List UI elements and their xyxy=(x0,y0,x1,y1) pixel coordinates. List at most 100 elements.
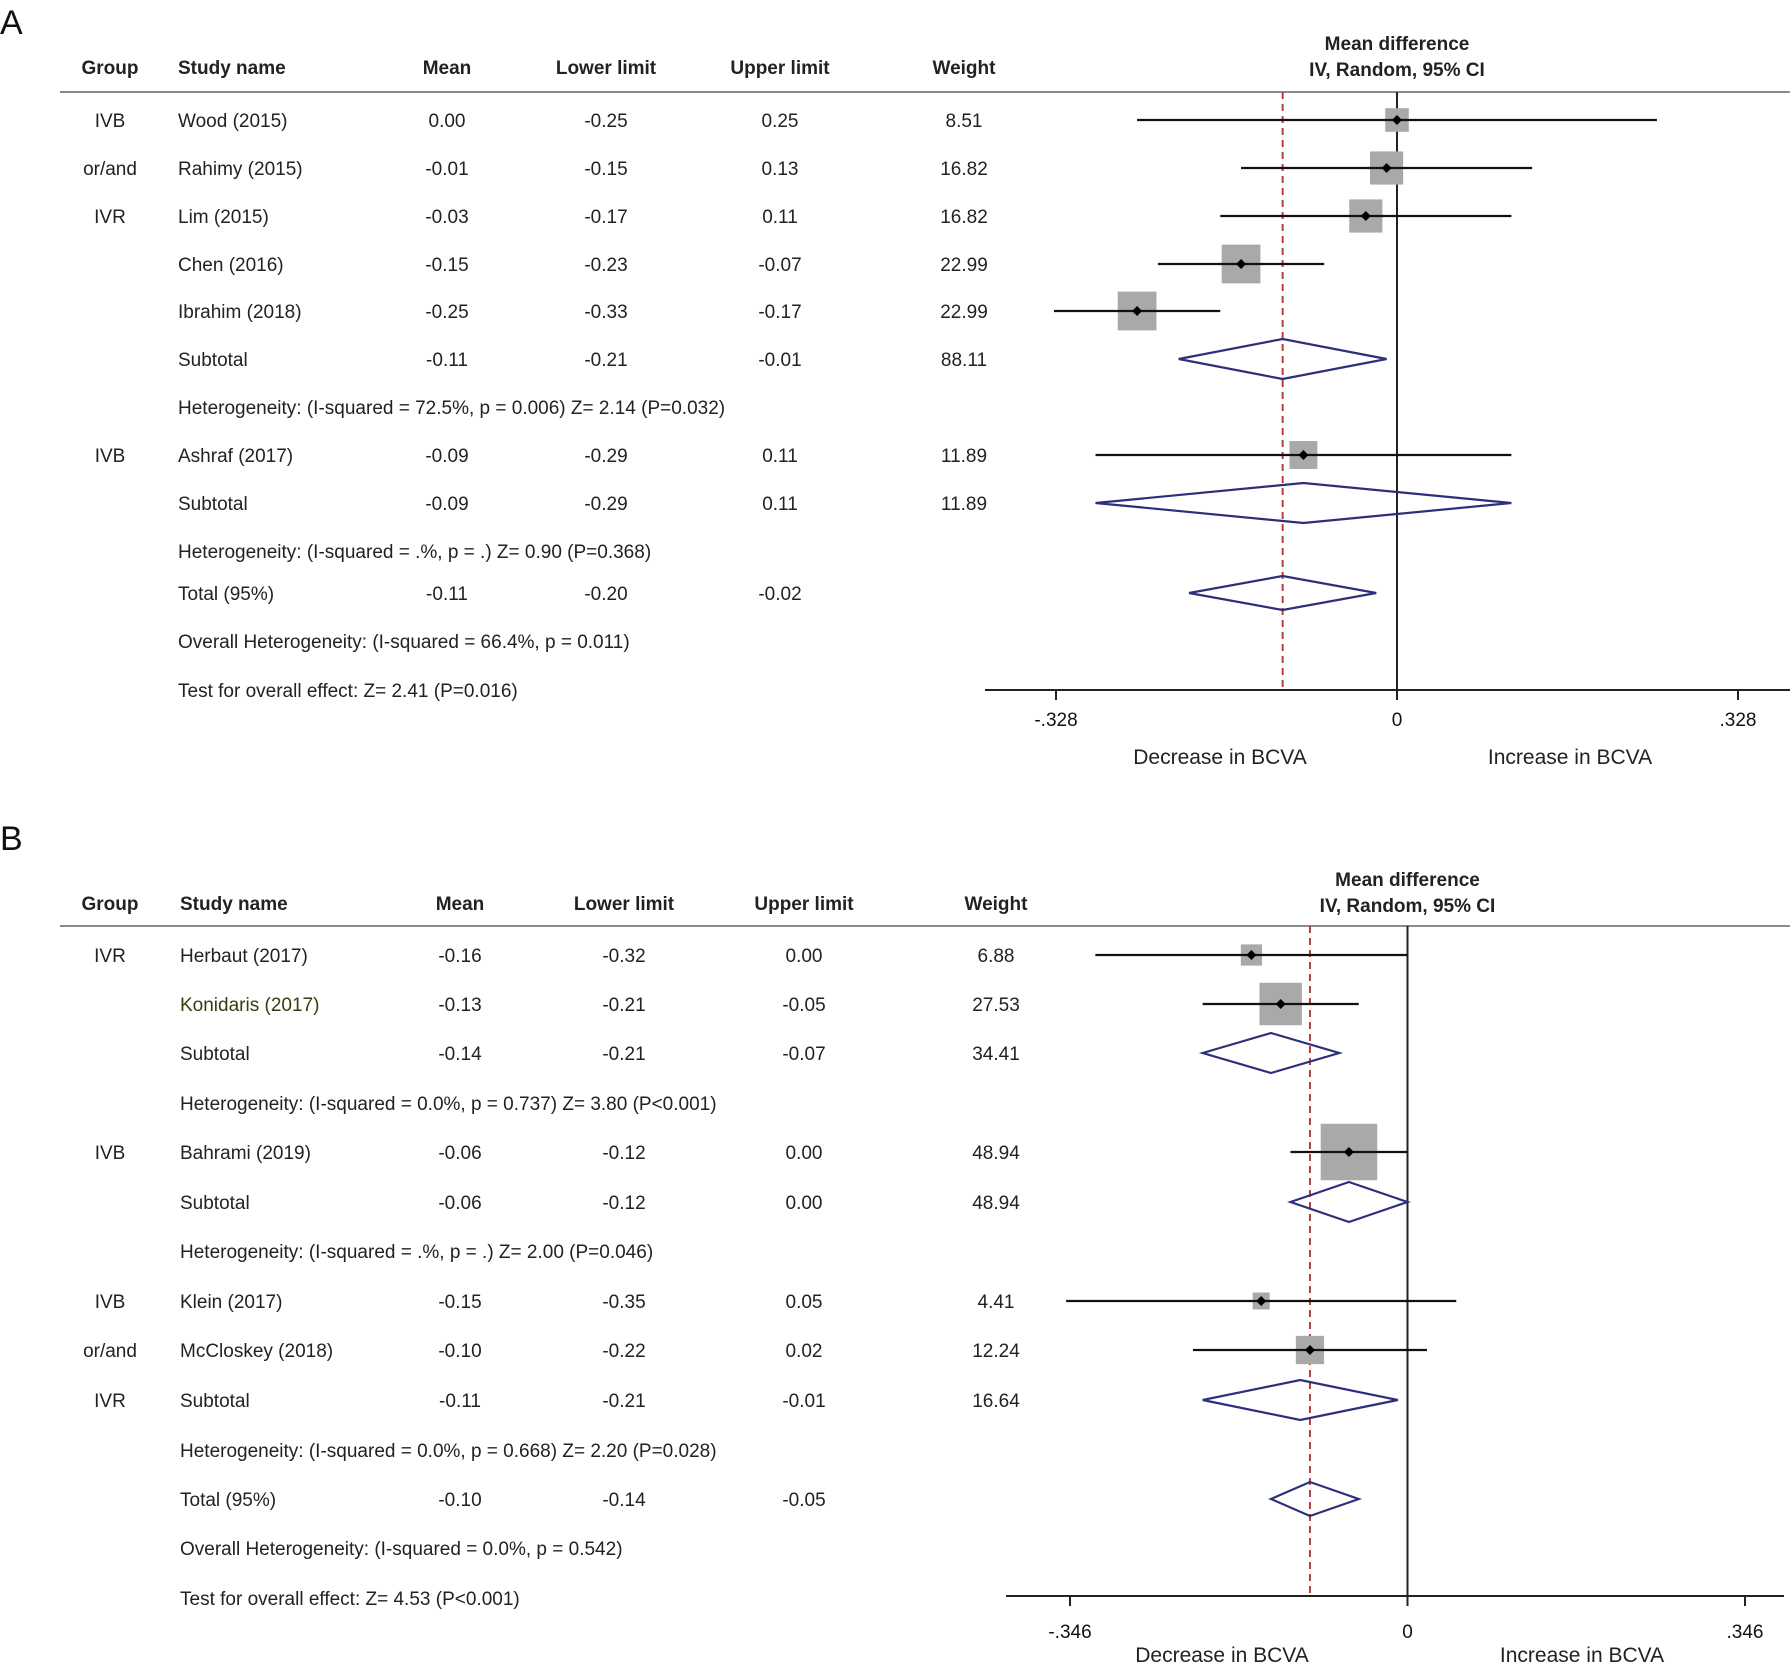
row-study: IVB Bahrami (2019) -0.06 -0.12 0.00 48.94 xyxy=(95,1123,1408,1181)
row-total: Total (95%) -0.10 -0.14 -0.05 xyxy=(180,1480,1363,1518)
weight-value: 12.24 xyxy=(972,1341,1020,1362)
mean-value: -0.25 xyxy=(425,302,468,323)
group-label: or/and xyxy=(83,1341,137,1362)
row-study: IVR Herbaut (2017) -0.16 -0.32 0.00 6.88 xyxy=(94,944,1408,967)
column-header-study: Study name xyxy=(178,58,286,79)
study-name: Herbaut (2017) xyxy=(180,946,308,967)
upper-limit-value: -0.05 xyxy=(782,995,825,1016)
mean-value: -0.10 xyxy=(438,1341,481,1362)
study-name: Ashraf (2017) xyxy=(178,446,293,467)
row-note: Heterogeneity: (I-squared = 0.0%, p = 0.… xyxy=(180,1094,717,1115)
study-name: Konidaris (2017) xyxy=(180,995,319,1016)
lower-limit-value: -0.23 xyxy=(584,255,627,276)
study-name: Subtotal xyxy=(180,1044,250,1065)
point-estimate-marker xyxy=(1236,259,1247,269)
panel-letter: B xyxy=(0,820,23,858)
weight-value: 22.99 xyxy=(940,255,988,276)
weight-value: 11.89 xyxy=(941,494,987,515)
upper-limit-value: 0.13 xyxy=(762,159,799,180)
favours-left-label: Decrease in BCVA xyxy=(1135,1644,1309,1667)
lower-limit-value: -0.29 xyxy=(584,494,627,515)
mean-value: -0.06 xyxy=(438,1143,481,1164)
lower-limit-value: -0.21 xyxy=(602,995,645,1016)
point-estimate-marker xyxy=(1298,450,1309,460)
mean-value: -0.01 xyxy=(425,159,468,180)
upper-limit-value: -0.01 xyxy=(782,1391,825,1412)
row-study: Chen (2016) -0.15 -0.23 -0.07 22.99 xyxy=(178,244,1325,284)
row-note: Test for overall effect: Z= 2.41 (P=0.01… xyxy=(178,681,518,702)
point-estimate-marker xyxy=(1343,1147,1354,1157)
upper-limit-value: -0.02 xyxy=(758,584,801,605)
row-note: Test for overall effect: Z= 4.53 (P<0.00… xyxy=(180,1589,520,1610)
row-study: Ibrahim (2018) -0.25 -0.33 -0.17 22.99 xyxy=(178,291,1221,331)
study-name: Subtotal xyxy=(178,494,248,515)
upper-limit-value: 0.00 xyxy=(786,1193,823,1214)
mean-value: -0.09 xyxy=(425,494,468,515)
weight-value: 34.41 xyxy=(972,1044,1020,1065)
upper-limit-value: -0.17 xyxy=(758,302,801,323)
lower-limit-value: -0.29 xyxy=(584,446,627,467)
point-estimate-marker xyxy=(1275,999,1286,1009)
upper-limit-value: -0.01 xyxy=(758,350,801,371)
effect-header-title: Mean difference xyxy=(1335,870,1480,891)
row-note: Overall Heterogeneity: (I-squared = 66.4… xyxy=(178,632,630,653)
point-estimate-marker xyxy=(1304,1345,1315,1355)
row-note: Heterogeneity: (I-squared = .%, p = .) Z… xyxy=(178,542,651,563)
mean-value: -0.03 xyxy=(425,207,468,228)
row-subtotal: Subtotal -0.14 -0.21 -0.07 34.41 xyxy=(180,1031,1344,1075)
subtotal-diamond xyxy=(1202,1378,1398,1422)
favours-right-label: Increase in BCVA xyxy=(1500,1644,1664,1667)
upper-limit-value: 0.00 xyxy=(786,946,823,967)
lower-limit-value: -0.12 xyxy=(602,1193,645,1214)
statistics-note: Test for overall effect: Z= 2.41 (P=0.01… xyxy=(178,681,518,702)
forest-panel-b: B Group Study name Mean Lower limit Upper lim… xyxy=(0,820,1790,1667)
lower-limit-value: -0.33 xyxy=(584,302,627,323)
point-estimate-marker xyxy=(1381,163,1392,173)
study-name: Subtotal xyxy=(180,1193,250,1214)
statistics-note: Heterogeneity: (I-squared = 0.0%, p = 0.… xyxy=(180,1441,717,1462)
row-study: or/and McCloskey (2018) -0.10 -0.22 0.02 12.2… xyxy=(83,1335,1428,1365)
subtotal-diamond xyxy=(1095,481,1512,525)
study-name: Total (95%) xyxy=(178,584,274,605)
lower-limit-value: -0.21 xyxy=(602,1044,645,1065)
weight-value: 16.82 xyxy=(940,159,988,180)
statistics-note: Heterogeneity: (I-squared = 72.5%, p = 0… xyxy=(178,398,725,419)
upper-limit-value: 0.02 xyxy=(786,1341,823,1362)
statistics-note: Overall Heterogeneity: (I-squared = 0.0%… xyxy=(180,1539,623,1560)
column-header-lower: Lower limit xyxy=(556,58,657,79)
upper-limit-value: 0.05 xyxy=(786,1292,823,1313)
column-header-upper: Upper limit xyxy=(730,58,830,79)
statistics-note: Test for overall effect: Z= 4.53 (P<0.00… xyxy=(180,1589,520,1610)
mean-value: -0.11 xyxy=(439,1391,481,1412)
lower-limit-value: -0.21 xyxy=(584,350,627,371)
row-study: or/and Rahimy (2015) -0.01 -0.15 0.13 16.82 xyxy=(83,151,1533,185)
column-header-group: Group xyxy=(82,894,139,915)
row-study: IVB Wood (2015) 0.00 -0.25 0.25 8.51 xyxy=(95,108,1657,132)
point-estimate-marker xyxy=(1392,115,1402,125)
lower-limit-value: -0.35 xyxy=(602,1292,645,1313)
subtotal-diamond xyxy=(1287,1180,1411,1224)
study-name: Bahrami (2019) xyxy=(180,1143,311,1164)
row-study: Konidaris (2017) -0.13 -0.21 -0.05 27.53 xyxy=(180,982,1359,1026)
row-subtotal: Subtotal -0.11 -0.21 -0.01 88.11 xyxy=(178,337,1387,381)
mean-value: -0.11 xyxy=(426,584,468,605)
column-header-weight: Weight xyxy=(965,894,1029,915)
point-estimate-marker xyxy=(1246,950,1257,960)
column-header-mean: Mean xyxy=(423,58,472,79)
mean-value: -0.16 xyxy=(438,946,481,967)
column-header-upper: Upper limit xyxy=(754,894,854,915)
study-name: McCloskey (2018) xyxy=(180,1341,333,1362)
panel-letter: A xyxy=(0,4,23,42)
study-name: Ibrahim (2018) xyxy=(178,302,302,323)
point-estimate-marker xyxy=(1360,211,1371,221)
statistics-note: Heterogeneity: (I-squared = .%, p = .) Z… xyxy=(180,1242,653,1263)
row-note: Overall Heterogeneity: (I-squared = 0.0%… xyxy=(180,1539,623,1560)
lower-limit-value: -0.12 xyxy=(602,1143,645,1164)
overall-effect-diamond xyxy=(1268,1480,1363,1518)
study-name: Chen (2016) xyxy=(178,255,284,276)
column-header-study: Study name xyxy=(180,894,288,915)
column-header-lower: Lower limit xyxy=(574,894,675,915)
point-estimate-marker xyxy=(1132,306,1143,316)
x-axis-tick-label: -.328 xyxy=(1034,710,1077,731)
